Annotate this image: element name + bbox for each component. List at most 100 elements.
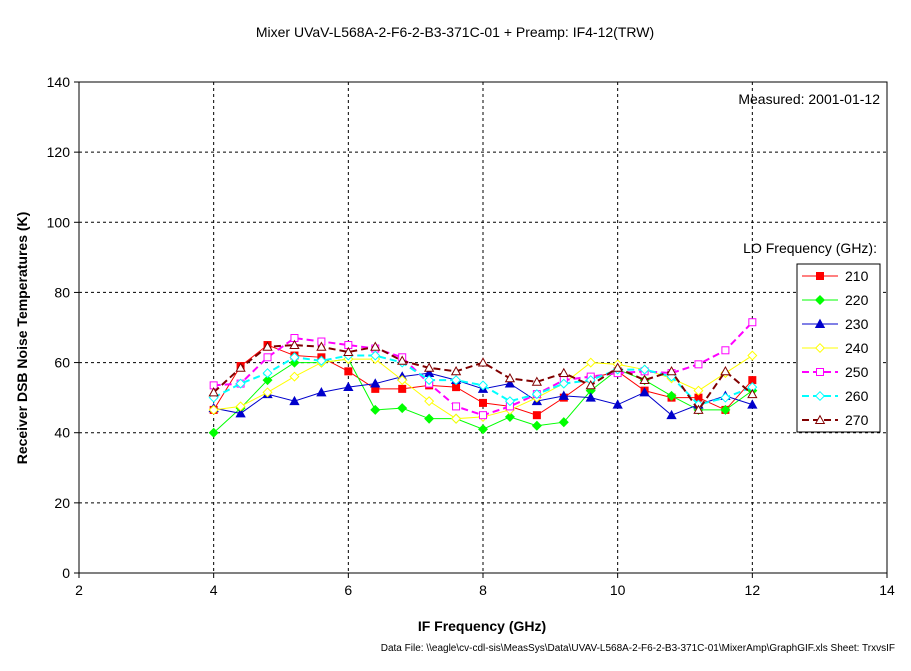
data-point bbox=[398, 384, 407, 393]
data-point bbox=[451, 375, 462, 386]
legend-marker bbox=[814, 342, 826, 354]
data-point bbox=[397, 355, 408, 365]
data-point bbox=[235, 401, 246, 412]
y-tick-label: 20 bbox=[54, 495, 70, 511]
data-point bbox=[370, 350, 381, 361]
y-tick-label: 80 bbox=[54, 284, 70, 300]
data-point bbox=[208, 387, 219, 397]
data-point bbox=[424, 375, 435, 386]
data-point bbox=[424, 396, 435, 407]
data-point bbox=[235, 378, 246, 389]
legend-label: 260 bbox=[845, 388, 869, 404]
data-point bbox=[747, 388, 758, 399]
data-point bbox=[504, 373, 516, 383]
data-point bbox=[370, 404, 381, 415]
data-point bbox=[504, 378, 516, 388]
x-tick-label: 2 bbox=[75, 582, 83, 598]
data-point bbox=[585, 392, 596, 402]
data-point bbox=[558, 390, 569, 400]
data-point bbox=[262, 341, 273, 351]
y-axis: 0 20 40 60 80 100 120 140 bbox=[47, 74, 79, 581]
data-point bbox=[558, 417, 569, 428]
y-tick-label: 0 bbox=[62, 565, 70, 581]
data-point bbox=[721, 346, 730, 355]
data-point bbox=[423, 362, 435, 372]
data-point bbox=[720, 392, 731, 403]
data-point bbox=[504, 396, 515, 407]
data-point bbox=[612, 399, 623, 409]
data-point bbox=[370, 341, 381, 351]
data-point bbox=[747, 350, 758, 361]
data-point bbox=[316, 355, 327, 366]
legend-entry-240: 240 bbox=[802, 340, 869, 356]
data-point bbox=[477, 424, 489, 435]
legend-label: 210 bbox=[845, 268, 869, 284]
data-point bbox=[343, 346, 354, 356]
data-point bbox=[479, 398, 487, 407]
data-point bbox=[262, 387, 273, 398]
y-axis-title: Receiver DSB Noise Temperatures (K) bbox=[14, 212, 30, 465]
data-point bbox=[477, 357, 489, 367]
legend-label: 270 bbox=[845, 412, 869, 428]
legend-entry-220: 220 bbox=[802, 292, 869, 308]
series-line-270 bbox=[212, 344, 753, 412]
data-point bbox=[479, 411, 487, 420]
data-point bbox=[504, 411, 515, 422]
series-270 bbox=[208, 339, 758, 414]
series-layer bbox=[208, 318, 758, 438]
measured-annotation: Measured: 2001-01-12 bbox=[738, 91, 880, 107]
data-point bbox=[262, 375, 273, 386]
data-point bbox=[531, 420, 542, 431]
data-point bbox=[289, 339, 300, 349]
legend-marker bbox=[814, 318, 826, 328]
data-point bbox=[450, 366, 462, 376]
data-point bbox=[531, 376, 543, 386]
data-point bbox=[612, 362, 623, 372]
x-tick-label: 4 bbox=[210, 582, 218, 598]
data-point bbox=[316, 387, 327, 397]
data-point bbox=[208, 427, 219, 438]
data-point bbox=[289, 371, 300, 382]
legend-label: 240 bbox=[845, 340, 869, 356]
data-point bbox=[452, 402, 461, 411]
y-tick-label: 100 bbox=[47, 214, 71, 230]
data-point bbox=[693, 404, 704, 414]
x-tick-label: 6 bbox=[344, 582, 352, 598]
data-point bbox=[531, 389, 542, 400]
data-point bbox=[235, 362, 246, 372]
data-point bbox=[208, 404, 219, 415]
data-point bbox=[720, 404, 731, 415]
data-point bbox=[263, 353, 272, 362]
data-point bbox=[451, 413, 462, 424]
data-point bbox=[666, 366, 677, 376]
y-tick-label: 120 bbox=[47, 144, 71, 160]
y-tick-label: 60 bbox=[54, 355, 70, 371]
data-point bbox=[289, 357, 300, 368]
legend-entry-250: 250 bbox=[802, 364, 869, 380]
plot-area bbox=[78, 81, 888, 574]
legend-entry-210: 210 bbox=[802, 268, 869, 284]
data-point bbox=[693, 385, 704, 396]
data-point bbox=[289, 395, 300, 406]
data-point bbox=[666, 409, 677, 420]
data-point bbox=[585, 380, 596, 390]
data-point bbox=[397, 375, 408, 386]
data-point bbox=[639, 387, 650, 397]
x-tick-label: 14 bbox=[879, 582, 895, 598]
data-point bbox=[477, 380, 489, 391]
data-point bbox=[532, 411, 541, 420]
legend-label: 230 bbox=[845, 316, 869, 332]
data-point bbox=[262, 368, 273, 379]
y-tick-label: 40 bbox=[54, 425, 70, 441]
data-point bbox=[397, 403, 408, 414]
x-axis-title: IF Frequency (GHz) bbox=[418, 618, 546, 634]
x-tick-label: 10 bbox=[610, 582, 626, 598]
data-point bbox=[585, 357, 596, 368]
data-file-footer: Data File: \\eagle\cv-cdl-sis\MeasSys\Da… bbox=[381, 643, 895, 654]
data-point bbox=[235, 408, 246, 418]
data-point bbox=[344, 367, 353, 376]
y-tick-label: 140 bbox=[47, 74, 71, 90]
chart-title: Mixer UVaV-L568A-2-F6-2-B3-371C-01 + Pre… bbox=[256, 24, 654, 40]
data-point bbox=[316, 341, 327, 351]
